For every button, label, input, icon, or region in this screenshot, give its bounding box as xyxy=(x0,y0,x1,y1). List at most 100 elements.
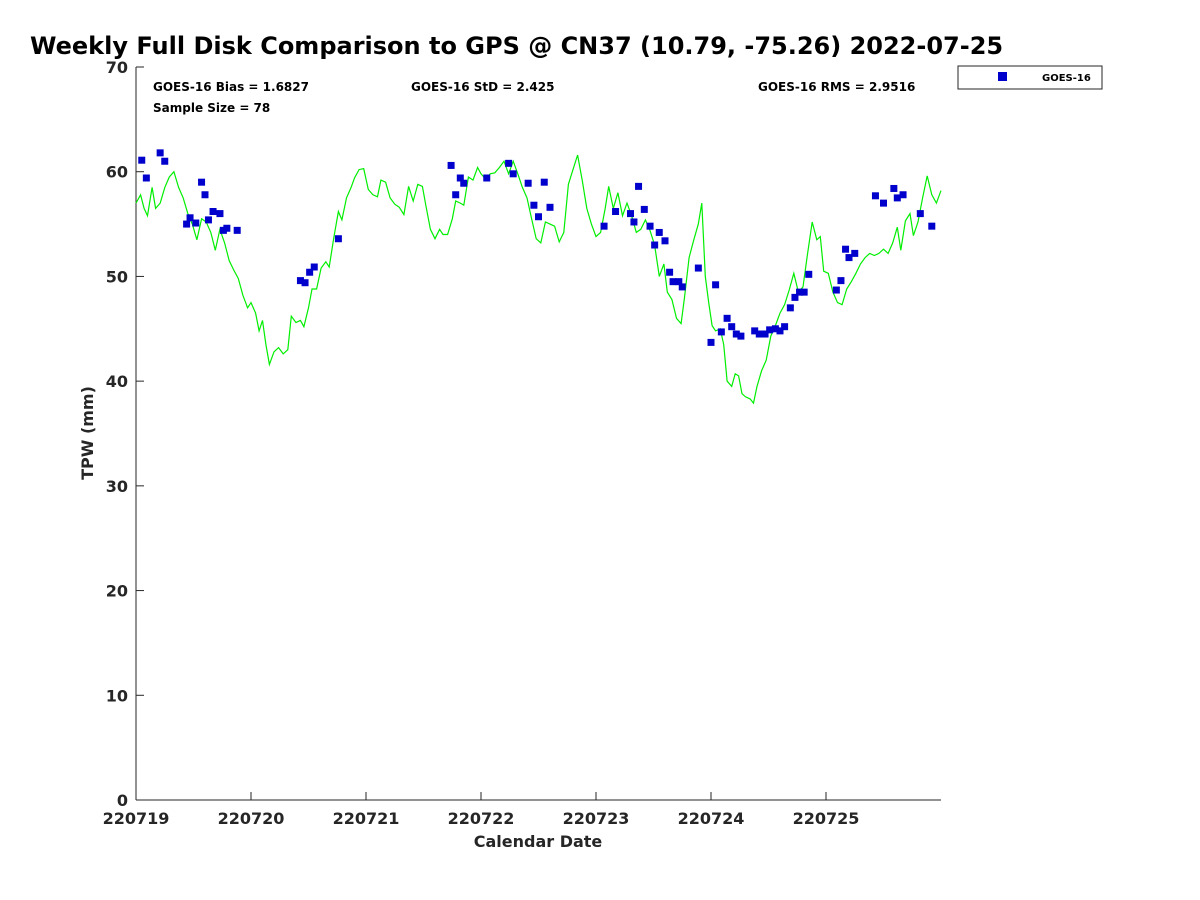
y-tick-label: 60 xyxy=(106,163,128,182)
x-axis-label: Calendar Date xyxy=(474,832,603,851)
goes-16-point xyxy=(198,178,206,186)
goes-16-point xyxy=(201,191,209,199)
goes-16-point xyxy=(216,210,224,218)
goes-16-point xyxy=(334,235,342,243)
legend: GOES-16 xyxy=(957,65,1103,90)
y-tick-label: 10 xyxy=(106,686,128,705)
goes-16-point xyxy=(183,220,191,228)
goes-16-point xyxy=(452,191,460,199)
goes-16-point xyxy=(233,226,241,234)
x-tick-label: 220724 xyxy=(678,809,745,828)
goes-16-point xyxy=(192,219,200,227)
legend-box xyxy=(957,65,1103,90)
goes-16-point xyxy=(509,170,517,178)
goes-16-point xyxy=(845,254,853,262)
goes-16-point xyxy=(723,314,731,322)
plot-area: 0 10 20 30 40 50 60 70 220719 220720 220721 220722… xyxy=(103,58,942,828)
goes-16-point xyxy=(796,288,804,296)
goes-16-point xyxy=(483,174,491,182)
goes-16-point xyxy=(916,210,924,218)
goes-16-point xyxy=(712,281,720,289)
y-tick-label: 50 xyxy=(106,267,128,286)
y-tick-label: 40 xyxy=(106,372,128,391)
goes-16-point xyxy=(655,228,663,236)
x-tick-label: 220719 xyxy=(103,809,170,828)
goes-16-point xyxy=(209,208,217,216)
goes-16-point xyxy=(717,328,725,336)
x-tick-label: 220720 xyxy=(218,809,285,828)
goes-16-point xyxy=(204,216,212,224)
x-tick-label: 220721 xyxy=(333,809,400,828)
goes-16-point xyxy=(306,268,314,276)
goes-16-point xyxy=(460,179,468,187)
goes-16-point xyxy=(737,332,745,340)
goes-16-point xyxy=(540,178,548,186)
goes-16-point xyxy=(732,330,740,338)
sample-size-stat: Sample Size = 78 xyxy=(153,101,270,115)
goes-16-point xyxy=(612,208,620,216)
rms-stat: GOES-16 RMS = 2.9516 xyxy=(758,80,915,94)
goes-16-point xyxy=(666,268,674,276)
goes-16-point xyxy=(456,174,464,182)
goes-16-point xyxy=(156,149,164,157)
goes-16-point xyxy=(640,205,648,213)
x-axis-ticks: 220719 220720 220721 220722 220723 220724 2207… xyxy=(103,792,859,828)
goes-16-point xyxy=(661,237,669,245)
goes-16-point xyxy=(646,222,654,230)
goes-16-point xyxy=(675,278,683,286)
legend-label-goes-16: GOES-16 xyxy=(1042,73,1091,84)
goes-16-point xyxy=(524,179,532,187)
goes-16-point xyxy=(832,286,840,294)
goes-16-point xyxy=(805,270,813,278)
goes-16-point xyxy=(627,210,634,218)
goes-16-point xyxy=(837,277,845,285)
goes-16-point xyxy=(761,330,769,338)
goes-16-point xyxy=(751,327,759,335)
goes-16-point xyxy=(635,182,643,190)
goes-16-point xyxy=(776,327,784,335)
y-tick-label: 30 xyxy=(106,477,128,496)
goes-16-point xyxy=(630,218,638,226)
goes-16-point xyxy=(301,279,309,287)
goes-16-point xyxy=(138,156,146,164)
gps-series xyxy=(135,154,942,405)
goes-16-point xyxy=(186,214,194,222)
goes-16-point xyxy=(296,277,304,285)
std-stat: GOES-16 StD = 2.425 xyxy=(411,80,554,94)
goes-16-point xyxy=(310,263,318,271)
x-tick-label: 220722 xyxy=(448,809,515,828)
goes-16-point xyxy=(694,264,702,272)
goes-16-point xyxy=(880,199,887,207)
goes-16-point xyxy=(771,325,779,333)
goes-16-point xyxy=(546,203,554,211)
legend-marker-goes-16 xyxy=(998,72,1007,81)
goes-16-point xyxy=(871,192,879,200)
y-axis-ticks: 0 10 20 30 40 50 60 70 xyxy=(106,58,144,810)
y-tick-label: 20 xyxy=(106,582,128,601)
goes-16-point xyxy=(893,194,901,202)
goes-16-point xyxy=(505,159,513,167)
goes-16-point xyxy=(842,245,850,253)
gps-line xyxy=(135,154,942,405)
goes-16-point xyxy=(142,174,150,182)
x-tick-label: 220723 xyxy=(563,809,630,828)
goes-16-point xyxy=(600,222,608,230)
goes-16-point xyxy=(161,157,169,165)
goes-16-point xyxy=(766,326,774,334)
goes-16-series xyxy=(138,149,936,346)
goes-16-point xyxy=(728,323,736,331)
goes-16-point xyxy=(669,278,677,286)
goes-16-point xyxy=(447,161,455,169)
y-tick-label: 0 xyxy=(117,791,128,810)
goes-16-point xyxy=(781,323,789,331)
goes-16-point xyxy=(899,191,907,199)
goes-16-point xyxy=(851,249,859,257)
y-tick-label: 70 xyxy=(106,58,128,77)
y-axis-label: TPW (mm) xyxy=(78,386,97,480)
goes-16-point xyxy=(928,222,936,230)
bias-stat: GOES-16 Bias = 1.6827 xyxy=(153,80,309,94)
goes-16-point xyxy=(755,330,763,338)
goes-16-point xyxy=(786,304,794,312)
goes-16-point xyxy=(707,338,715,346)
